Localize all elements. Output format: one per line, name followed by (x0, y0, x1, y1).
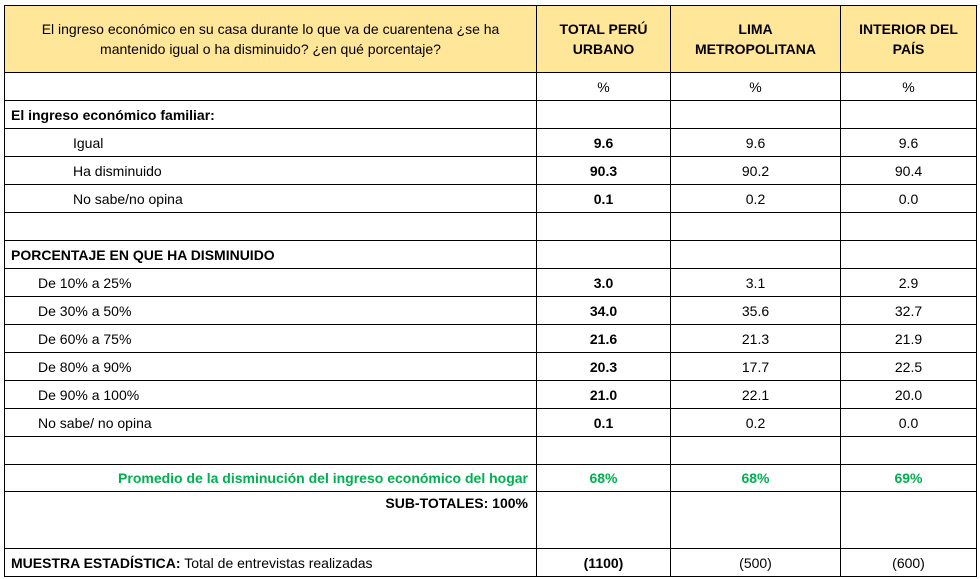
row-label: Ha disminuido (4, 156, 537, 185)
value-interior: 32.7 (840, 296, 977, 325)
row-label: Igual (4, 128, 537, 157)
muestra-row: MUESTRA ESTADÍSTICA: Total de entrevista… (4, 548, 977, 577)
empty-cell (840, 491, 977, 549)
empty-cell (840, 240, 977, 269)
row-label: No sabe/no opina (4, 184, 537, 213)
empty-cell (536, 491, 671, 549)
promedio-total: 68% (536, 464, 671, 492)
units-row: % % % (4, 72, 977, 101)
row-label: No sabe/ no opina (4, 408, 537, 437)
value-interior: 90.4 (840, 156, 977, 185)
muestra-interior: (600) (840, 548, 977, 577)
value-interior: 20.0 (840, 380, 977, 409)
table-row: De 60% a 75% 21.6 21.3 21.9 (4, 324, 977, 353)
section2-title: PORCENTAJE EN QUE HA DISMINUIDO (4, 240, 537, 269)
empty-cell (4, 436, 537, 465)
col-header-total: TOTAL PERÚ URBANO (536, 5, 671, 73)
muestra-label-bold: MUESTRA ESTADÍSTICA: (11, 554, 181, 571)
muestra-total: (1100) (536, 548, 671, 577)
value-interior: 0.0 (840, 408, 977, 437)
value-total: 21.6 (536, 324, 671, 353)
empty-cell (4, 212, 537, 241)
row-label: De 90% a 100% (4, 380, 537, 409)
row-label: De 80% a 90% (4, 352, 537, 381)
value-total: 3.0 (536, 268, 671, 297)
section1-title: El ingreso económico familiar: (4, 100, 537, 129)
empty-cell (670, 212, 841, 241)
subtotales-label: SUB-TOTALES: 100% (4, 491, 537, 549)
empty-cell (536, 212, 671, 241)
spacer-row (4, 436, 977, 465)
value-interior: 22.5 (840, 352, 977, 381)
value-total: 0.1 (536, 184, 671, 213)
section2-title-row: PORCENTAJE EN QUE HA DISMINUIDO (4, 240, 977, 269)
value-lima: 21.3 (670, 324, 841, 353)
table-row: Igual 9.6 9.6 9.6 (4, 128, 977, 157)
muestra-label-rest: Total de entrevistas realizadas (180, 554, 373, 571)
value-lima: 22.1 (670, 380, 841, 409)
value-lima: 0.2 (670, 184, 841, 213)
value-lima: 17.7 (670, 352, 841, 381)
value-interior: 9.6 (840, 128, 977, 157)
unit-interior: % (840, 72, 977, 101)
empty-cell (536, 436, 671, 465)
row-label: De 10% a 25% (4, 268, 537, 297)
empty-cell (840, 100, 977, 129)
empty-cell (536, 100, 671, 129)
promedio-interior: 69% (840, 464, 977, 492)
value-interior: 0.0 (840, 184, 977, 213)
value-total: 20.3 (536, 352, 671, 381)
value-total: 21.0 (536, 380, 671, 409)
value-total: 9.6 (536, 128, 671, 157)
value-total: 34.0 (536, 296, 671, 325)
survey-table: El ingreso económico en su casa durante … (4, 5, 977, 577)
value-lima: 90.2 (670, 156, 841, 185)
unit-total: % (536, 72, 671, 101)
empty-cell (840, 436, 977, 465)
section1-title-row: El ingreso económico familiar: (4, 100, 977, 129)
value-lima: 0.2 (670, 408, 841, 437)
survey-table-container: El ingreso económico en su casa durante … (4, 5, 980, 577)
table-row: De 80% a 90% 20.3 17.7 22.5 (4, 352, 977, 381)
promedio-lima: 68% (670, 464, 841, 492)
empty-cell (670, 436, 841, 465)
value-total: 0.1 (536, 408, 671, 437)
table-row: No sabe/ no opina 0.1 0.2 0.0 (4, 408, 977, 437)
value-interior: 21.9 (840, 324, 977, 353)
unit-lima: % (670, 72, 841, 101)
promedio-label: Promedio de la disminución del ingreso e… (4, 464, 537, 492)
promedio-row: Promedio de la disminución del ingreso e… (4, 464, 977, 492)
col-header-lima: LIMA METROPOLITANA (670, 5, 841, 73)
empty-cell (670, 240, 841, 269)
empty-cell (670, 491, 841, 549)
value-lima: 9.6 (670, 128, 841, 157)
value-lima: 35.6 (670, 296, 841, 325)
muestra-lima: (500) (670, 548, 841, 577)
col-header-interior: INTERIOR DEL PAÍS (840, 5, 977, 73)
row-label: De 60% a 75% (4, 324, 537, 353)
units-empty (4, 72, 537, 101)
table-row: Ha disminuido 90.3 90.2 90.4 (4, 156, 977, 185)
empty-cell (536, 240, 671, 269)
subtotales-row: SUB-TOTALES: 100% (4, 491, 977, 549)
row-label: De 30% a 50% (4, 296, 537, 325)
empty-cell (840, 212, 977, 241)
value-lima: 3.1 (670, 268, 841, 297)
header-row: El ingreso económico en su casa durante … (4, 5, 977, 73)
value-interior: 2.9 (840, 268, 977, 297)
question-header: El ingreso económico en su casa durante … (4, 5, 537, 73)
value-total: 90.3 (536, 156, 671, 185)
muestra-label: MUESTRA ESTADÍSTICA: Total de entrevista… (4, 548, 537, 577)
table-row: De 90% a 100% 21.0 22.1 20.0 (4, 380, 977, 409)
empty-cell (670, 100, 841, 129)
table-row: De 10% a 25% 3.0 3.1 2.9 (4, 268, 977, 297)
table-row: No sabe/no opina 0.1 0.2 0.0 (4, 184, 977, 213)
table-row: De 30% a 50% 34.0 35.6 32.7 (4, 296, 977, 325)
spacer-row (4, 212, 977, 241)
